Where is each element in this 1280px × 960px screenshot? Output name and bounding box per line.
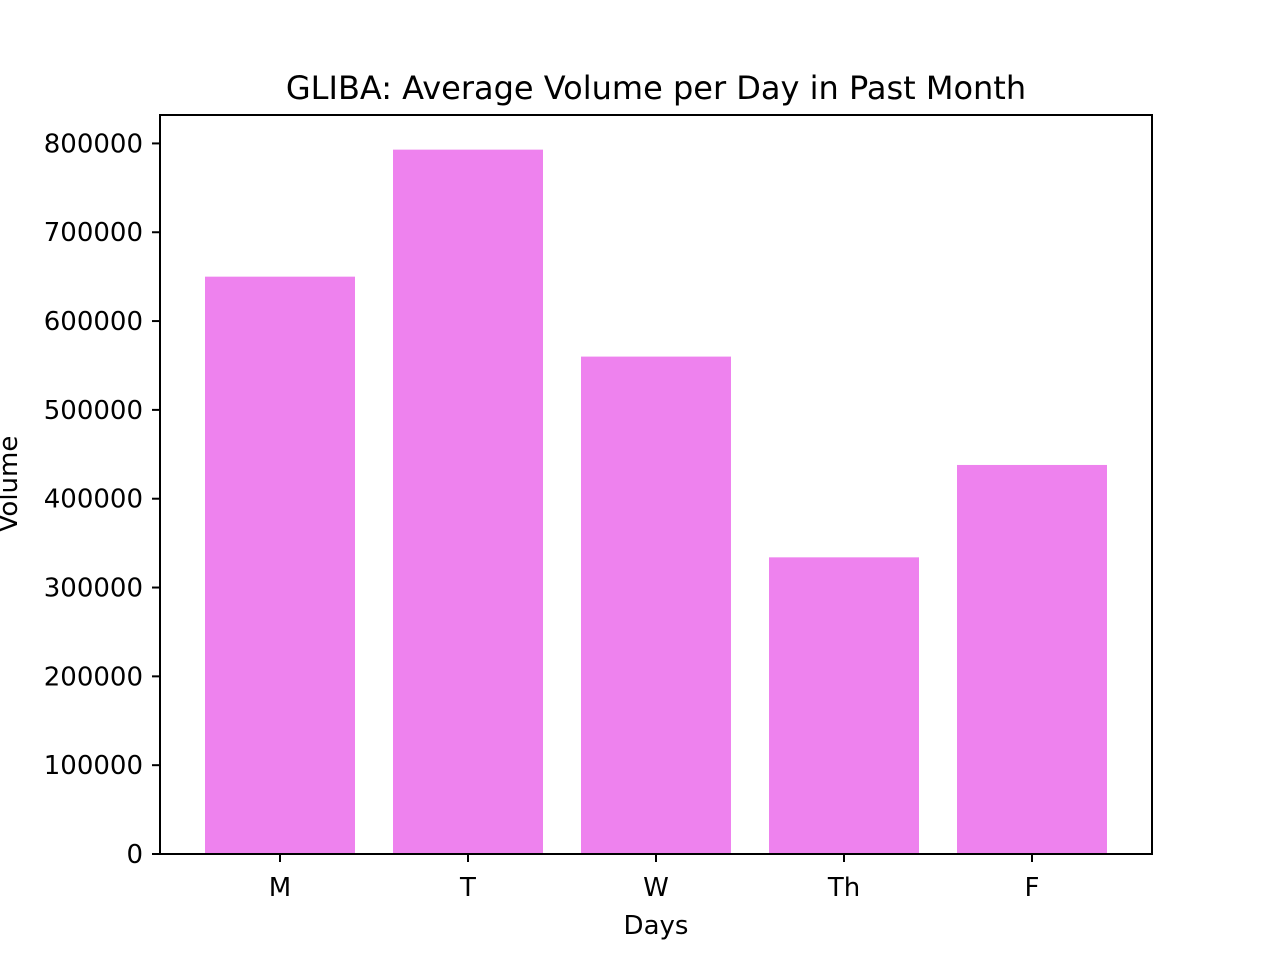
bar-m <box>205 276 355 854</box>
plot-frame <box>159 114 1153 855</box>
bar-th <box>769 557 919 854</box>
y-axis-label: Volume <box>0 436 24 533</box>
bar-w <box>581 356 731 854</box>
y-tick-label: 0 <box>126 840 143 870</box>
x-axis-label: Days <box>624 911 689 941</box>
x-tick-label: Th <box>827 873 860 903</box>
y-tick-label: 600000 <box>44 307 143 337</box>
bar-f <box>957 464 1107 854</box>
y-tick-label: 700000 <box>44 218 143 248</box>
y-tick-label: 100000 <box>44 751 143 781</box>
x-tick-label: T <box>459 873 476 903</box>
y-axis-ticks: 0 100000 200000 300000 400000 500000 600000 700… <box>44 129 160 870</box>
y-tick-label: 300000 <box>44 574 143 604</box>
x-axis-ticks: M T W Th F <box>269 854 1040 903</box>
bars-group <box>205 149 1107 854</box>
x-tick-label: M <box>269 873 291 903</box>
y-tick-label: 200000 <box>44 662 143 692</box>
chart-title: GLIBA: Average Volume per Day in Past Mo… <box>286 69 1026 107</box>
bar-t <box>393 149 543 854</box>
y-tick-label: 400000 <box>44 485 143 515</box>
y-tick-label: 800000 <box>44 129 143 159</box>
y-tick-label: 500000 <box>44 396 143 426</box>
x-tick-label: F <box>1025 873 1040 903</box>
x-tick-label: W <box>643 873 669 903</box>
